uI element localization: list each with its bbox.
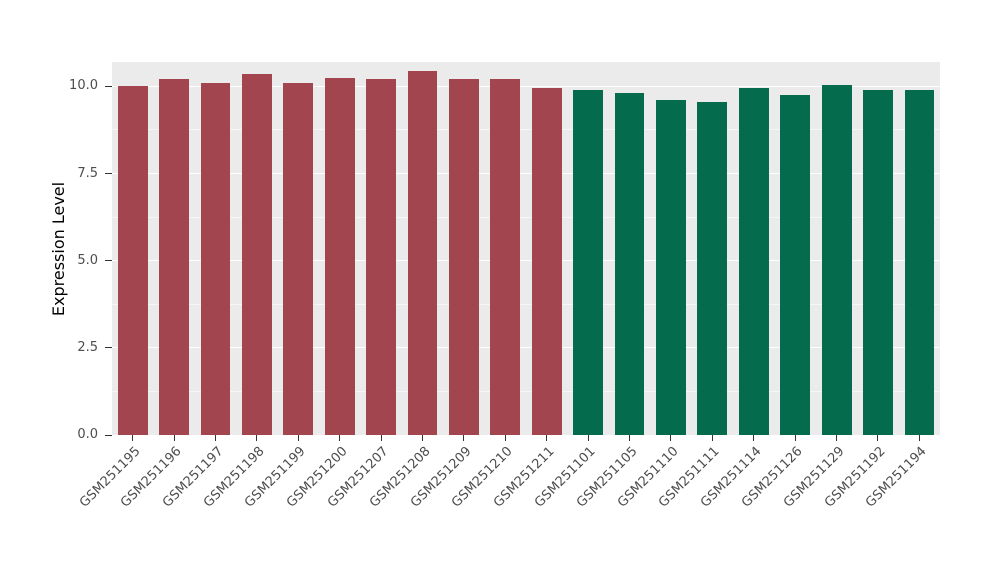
y-tick-label: 10.0 bbox=[69, 78, 98, 94]
x-tick-mark bbox=[836, 435, 837, 441]
bar-slot bbox=[443, 62, 484, 435]
bar-slot bbox=[733, 62, 774, 435]
bar bbox=[242, 74, 272, 435]
x-tick-mark bbox=[504, 435, 506, 441]
bar-slot bbox=[567, 62, 608, 435]
x-tick-mark bbox=[546, 435, 548, 441]
bar bbox=[614, 93, 645, 435]
gridline-major bbox=[112, 260, 940, 262]
y-tick-mark bbox=[105, 347, 112, 349]
gridline-minor bbox=[112, 303, 940, 305]
bar bbox=[324, 77, 355, 435]
bar-slot bbox=[609, 62, 650, 435]
x-tick-mark bbox=[132, 435, 134, 441]
y-tick-mark bbox=[105, 173, 112, 175]
x-tick-mark bbox=[463, 435, 465, 441]
x-tick-mark bbox=[380, 435, 382, 441]
bar bbox=[449, 79, 479, 435]
gridline-major bbox=[112, 434, 940, 436]
bar-slot bbox=[857, 62, 898, 435]
bar-slot bbox=[112, 62, 153, 435]
x-tick-mark bbox=[297, 435, 299, 441]
bar bbox=[573, 89, 604, 435]
x-tick-mark bbox=[629, 435, 630, 441]
gridline-major bbox=[112, 173, 940, 175]
x-tick-mark bbox=[711, 435, 713, 441]
y-tick-mark bbox=[105, 260, 112, 262]
gridline-minor bbox=[112, 390, 940, 392]
bar-slot bbox=[526, 62, 567, 435]
bar bbox=[780, 95, 811, 435]
y-tick-label: 0.0 bbox=[77, 427, 98, 442]
bar bbox=[531, 88, 562, 435]
bar bbox=[407, 70, 438, 435]
x-tick-mark bbox=[753, 435, 755, 441]
bar-slot bbox=[360, 62, 401, 435]
gridline-minor bbox=[112, 216, 940, 218]
bar-slot bbox=[899, 62, 940, 435]
x-tick-mark bbox=[215, 435, 216, 441]
bar-slot bbox=[816, 62, 857, 435]
gridline-minor bbox=[112, 129, 940, 131]
bar bbox=[159, 79, 190, 435]
bars-layer bbox=[112, 62, 940, 435]
y-tick-mark bbox=[105, 85, 112, 87]
y-tick-label: 7.5 bbox=[77, 165, 98, 181]
gridline-major bbox=[112, 85, 940, 87]
bar bbox=[738, 88, 769, 435]
bar bbox=[117, 86, 148, 435]
bar-slot bbox=[195, 62, 236, 435]
x-tick-mark bbox=[670, 435, 672, 441]
x-tick-mark bbox=[794, 435, 796, 441]
bar bbox=[904, 89, 935, 435]
bar-slot bbox=[236, 62, 277, 435]
bar bbox=[656, 100, 686, 435]
y-axis-tick-labels: 0.0 2.5 5.0 7.5 10.0 bbox=[0, 62, 98, 442]
x-tick-mark bbox=[587, 435, 589, 441]
bar bbox=[821, 84, 852, 435]
bar-slot bbox=[650, 62, 691, 435]
y-tick-mark bbox=[105, 434, 112, 436]
x-tick-mark bbox=[256, 435, 258, 441]
gridline-major bbox=[112, 347, 940, 349]
bar-slot bbox=[692, 62, 733, 435]
bar-slot bbox=[278, 62, 319, 435]
bar bbox=[200, 82, 231, 435]
bar bbox=[863, 89, 893, 435]
gridlines-layer bbox=[112, 62, 940, 436]
bar-slot bbox=[775, 62, 816, 435]
x-tick-mark bbox=[422, 435, 423, 441]
bar bbox=[490, 79, 521, 435]
bar-slot bbox=[402, 62, 443, 435]
bar-slot bbox=[319, 62, 360, 435]
x-tick-mark bbox=[173, 435, 175, 441]
x-tick-mark bbox=[877, 435, 879, 441]
y-tick-label: 5.0 bbox=[77, 252, 98, 268]
bar bbox=[366, 79, 397, 435]
bar bbox=[283, 82, 314, 435]
bar-slot bbox=[485, 62, 526, 435]
x-tick-mark bbox=[339, 435, 341, 441]
bar bbox=[697, 102, 728, 435]
bar-slot bbox=[153, 62, 194, 435]
plot-panel bbox=[112, 62, 940, 436]
y-tick-label: 2.5 bbox=[77, 339, 98, 355]
x-tick-mark bbox=[918, 435, 920, 441]
